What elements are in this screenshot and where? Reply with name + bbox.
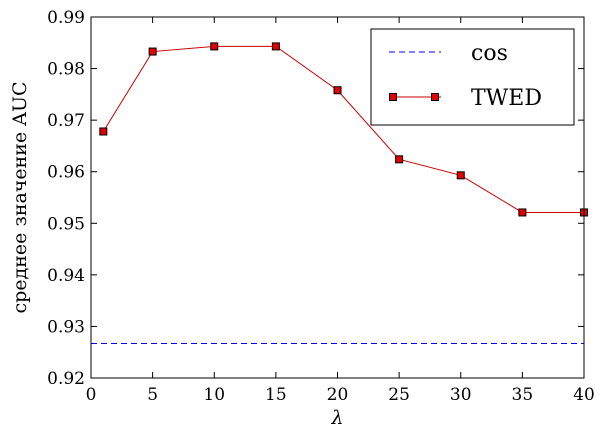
legend-marker [431, 93, 439, 101]
y-tick-label: 0.97 [47, 111, 85, 131]
x-tick-label: 30 [450, 385, 472, 405]
plot-frame [90, 16, 585, 379]
y-axis-label: среднее значение AUC [9, 82, 31, 314]
y-tick-label: 0.98 [47, 60, 85, 80]
x-tick-label: 20 [327, 385, 349, 405]
y-tick-label: 0.94 [47, 266, 85, 286]
legend: cos TWED [370, 28, 575, 126]
data-point-twed [518, 208, 527, 217]
data-point-twed [456, 171, 465, 180]
x-tick-label: 10 [203, 385, 225, 405]
legend-label-twed: TWED [471, 86, 542, 111]
data-point-twed [395, 155, 404, 164]
data-point-twed [333, 86, 342, 95]
x-axis-label: λ [330, 407, 343, 429]
data-point-twed [271, 42, 280, 51]
data-point-twed [210, 42, 219, 51]
data-point-twed [148, 47, 157, 56]
x-tick-label: 0 [86, 385, 97, 405]
legend-box [370, 28, 575, 126]
y-tick-label: 0.99 [47, 8, 85, 28]
x-tick-label: 25 [388, 385, 410, 405]
y-tick-label: 0.96 [47, 163, 85, 183]
series-layer [91, 42, 588, 344]
x-tick-label: 15 [265, 385, 287, 405]
legend-label-cos: cos [471, 41, 508, 66]
legend-marker [389, 93, 397, 101]
data-point-twed [99, 127, 108, 136]
x-tick-label: 40 [573, 385, 595, 405]
y-tick-label: 0.92 [47, 369, 85, 389]
x-tick-label: 35 [512, 385, 534, 405]
x-tick-label: 5 [147, 385, 158, 405]
y-tick-label: 0.95 [47, 214, 85, 234]
tick-labels: 0 5 10 15 20 25 30 35 40 0.92 0.93 0.94 0.95 0.96 0.97… [47, 8, 595, 405]
y-tick-label: 0.93 [47, 317, 85, 337]
